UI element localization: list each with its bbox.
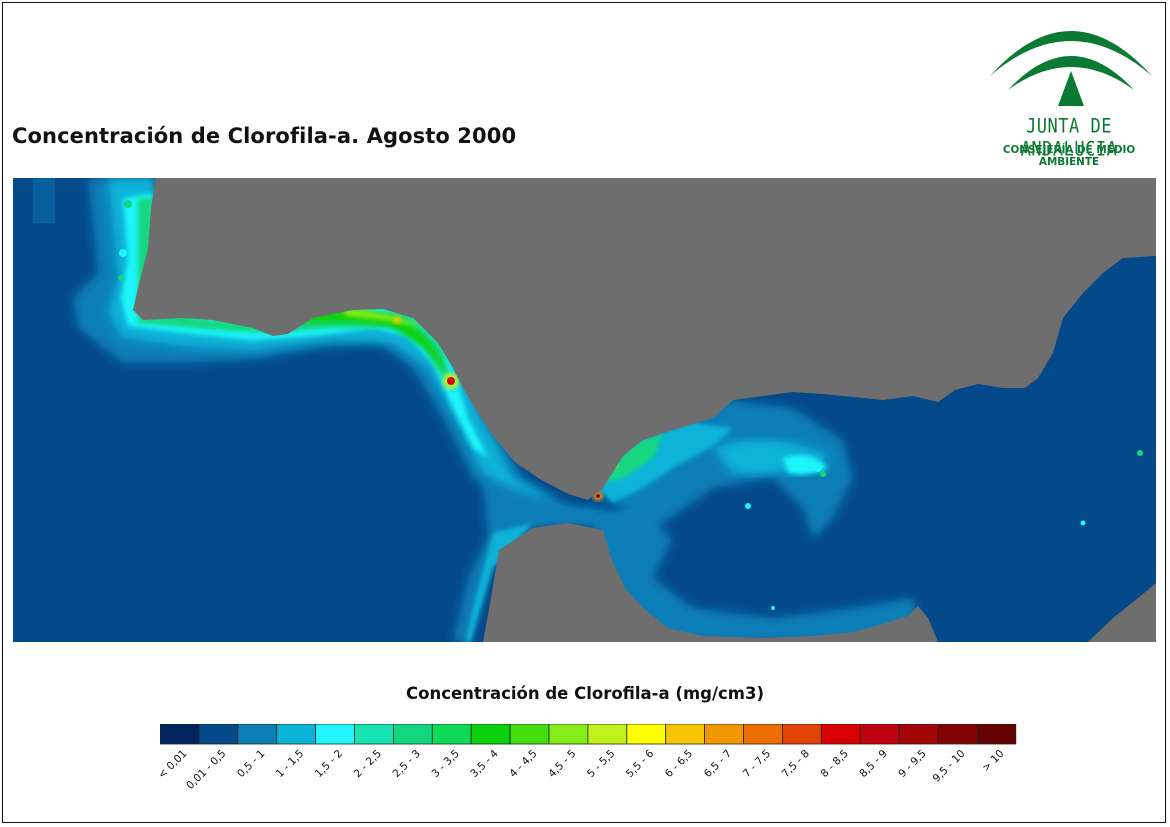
legend-label: < 0,01 (160, 748, 190, 782)
legend-label: 9 - 9,5 (896, 748, 928, 780)
logo-title: JUNTA DE ANDALUCIA (1020, 115, 1118, 161)
legend-label: > 10 (980, 748, 1007, 775)
legend-label: 7,5 - 8 (780, 748, 812, 780)
legend-label: 9,5 - 10 (930, 748, 967, 785)
legend-swatch (509, 724, 550, 745)
legend-swatch (354, 724, 394, 745)
legend-label: 7 - 7,5 (741, 748, 773, 780)
legend-swatch (976, 724, 1017, 745)
legend-swatch (431, 724, 472, 745)
logo-subtitle: CONSEJERÍA DE MEDIO AMBIENTE (1002, 144, 1136, 168)
legend-label: 1 - 1,5 (274, 748, 306, 780)
junta-de-andalucia-logo: JUNTA DE ANDALUCIA CONSEJERÍA DE MEDIO A… (976, 14, 1162, 168)
legend-swatch (548, 724, 589, 745)
legend-label: 8 - 8,5 (819, 748, 851, 780)
iberian-peninsula-land (133, 178, 1156, 500)
legend-label: 2,5 - 3 (391, 748, 423, 780)
legend-swatch (704, 724, 744, 745)
legend-swatch (587, 724, 628, 745)
page-title: Concentración de Clorofila-a. Agosto 200… (12, 124, 517, 148)
legend-label: 5 - 5,5 (585, 748, 617, 780)
legend-swatch (276, 724, 316, 745)
legend-label: 6,5 - 7 (702, 748, 734, 780)
legend-label: 5,5 - 6 (624, 747, 657, 780)
legend-label: 1,5 - 2 (313, 748, 345, 780)
legend-label: 6 - 6,5 (663, 748, 695, 780)
legend-label: 0,5 - 1 (235, 748, 267, 780)
legend-label: 3 - 3,5 (430, 748, 462, 780)
morocco-land (483, 523, 938, 642)
legend-swatch (743, 724, 783, 745)
legend-swatch (470, 724, 511, 745)
legend-swatch (898, 724, 939, 745)
legend-swatch (315, 724, 355, 745)
legend-label: 2 - 2,5 (352, 748, 384, 780)
legend-label: 3,5 - 4 (468, 747, 501, 780)
legend-swatch (937, 724, 978, 745)
legend-swatch (626, 724, 667, 745)
chlorophyll-map (13, 178, 1156, 642)
east-morocco-land (1088, 583, 1156, 642)
legend-swatch (665, 724, 706, 745)
legend-swatch (392, 724, 433, 745)
legend-label: 0,01 - 0,5 (184, 748, 228, 792)
coastal-concentration-bands (73, 178, 1143, 642)
legend-swatch (160, 724, 200, 745)
legend-swatch (782, 724, 822, 745)
legend-swatch (820, 724, 861, 745)
legend-swatch (198, 724, 239, 745)
legend-label: 4,5 - 5 (546, 748, 578, 780)
legend-label: 8,5 - 9 (857, 748, 889, 780)
legend-swatch (237, 724, 278, 745)
legend-title: Concentración de Clorofila-a (mg/cm3) (406, 684, 764, 703)
legend-label: 4 - 4,5 (507, 748, 539, 780)
andalucia-arcs-emblem-icon (990, 31, 1152, 106)
legend-swatch (859, 724, 900, 745)
